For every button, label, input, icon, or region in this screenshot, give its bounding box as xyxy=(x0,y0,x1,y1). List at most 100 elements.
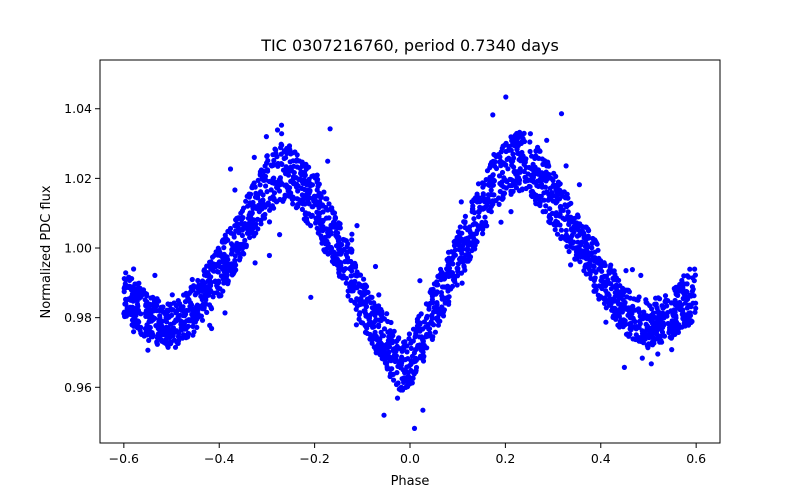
data-point xyxy=(682,323,688,329)
data-point xyxy=(135,318,141,324)
data-point xyxy=(522,159,528,165)
data-point xyxy=(664,313,670,319)
data-point xyxy=(454,265,460,271)
data-point xyxy=(226,228,232,234)
data-point xyxy=(393,381,400,388)
data-point xyxy=(617,319,624,325)
data-point xyxy=(221,251,227,257)
data-point xyxy=(380,342,386,348)
data-point xyxy=(278,122,285,128)
data-point xyxy=(462,213,468,219)
data-point xyxy=(532,155,538,161)
data-point xyxy=(129,322,135,328)
x-tick-label: 0.0 xyxy=(400,451,420,466)
data-point xyxy=(563,163,569,169)
data-point xyxy=(171,320,177,326)
data-point xyxy=(679,311,685,317)
data-point xyxy=(664,303,670,309)
data-point xyxy=(674,321,680,327)
data-point xyxy=(450,261,456,267)
data-point xyxy=(148,316,154,322)
data-point xyxy=(377,350,383,356)
data-point xyxy=(628,320,634,326)
data-point xyxy=(465,257,471,263)
data-point xyxy=(669,347,675,353)
data-point xyxy=(426,306,432,312)
data-point xyxy=(344,255,351,261)
y-axis-ticks: 0.96 0.98 1.00 1.02 1.04 xyxy=(64,101,100,395)
data-point xyxy=(127,277,133,283)
data-point xyxy=(518,150,524,156)
data-point xyxy=(498,219,504,225)
data-point xyxy=(690,275,696,281)
data-point xyxy=(207,259,213,265)
data-point xyxy=(317,199,323,205)
data-point xyxy=(240,215,246,221)
data-point xyxy=(592,283,598,289)
data-point xyxy=(134,286,140,292)
data-point xyxy=(275,163,281,169)
data-point xyxy=(644,313,650,319)
data-point xyxy=(411,425,418,431)
data-point xyxy=(557,211,563,217)
data-point xyxy=(369,340,375,346)
chart-title: TIC 0307216760, period 0.7340 days xyxy=(260,36,559,55)
data-point xyxy=(145,347,151,353)
data-point xyxy=(154,323,160,329)
data-point xyxy=(320,217,326,223)
data-point xyxy=(381,412,387,418)
data-point xyxy=(357,301,363,308)
data-point xyxy=(476,214,482,220)
data-point xyxy=(160,304,166,310)
data-point xyxy=(258,189,264,195)
data-point xyxy=(122,301,128,307)
data-point xyxy=(646,341,652,347)
data-point xyxy=(620,292,626,298)
data-point xyxy=(544,137,550,143)
data-point xyxy=(545,175,551,182)
data-point xyxy=(369,310,375,316)
data-point xyxy=(372,263,379,270)
data-point xyxy=(455,261,461,267)
data-point xyxy=(535,167,542,173)
data-point xyxy=(373,317,379,324)
y-tick-label: 1.04 xyxy=(64,101,92,116)
data-point xyxy=(480,191,486,197)
data-point xyxy=(262,203,268,209)
data-point xyxy=(417,278,423,284)
data-point xyxy=(385,318,391,325)
data-point xyxy=(311,193,317,199)
data-point xyxy=(404,364,410,370)
data-point xyxy=(195,311,201,317)
data-point xyxy=(638,272,644,278)
data-point xyxy=(566,248,572,255)
data-point xyxy=(569,217,575,223)
data-point xyxy=(176,333,182,340)
data-point xyxy=(190,323,196,329)
x-tick-label: 0.6 xyxy=(686,451,706,466)
data-point xyxy=(342,266,348,272)
data-point xyxy=(620,285,626,291)
data-point xyxy=(215,285,221,291)
data-point xyxy=(525,171,531,177)
data-point xyxy=(222,232,228,238)
data-point xyxy=(501,161,507,167)
data-point xyxy=(243,242,249,248)
data-point xyxy=(257,171,263,177)
data-point xyxy=(332,214,338,220)
data-point xyxy=(274,184,280,190)
data-point xyxy=(326,201,332,207)
data-point xyxy=(499,169,506,176)
data-point xyxy=(490,112,496,118)
data-point xyxy=(553,173,559,179)
data-point xyxy=(689,288,696,294)
data-point xyxy=(620,306,626,312)
data-point xyxy=(279,131,285,137)
data-point xyxy=(438,290,444,296)
data-point xyxy=(623,268,629,274)
data-point xyxy=(345,293,351,299)
data-point xyxy=(250,205,256,212)
data-point xyxy=(673,315,679,321)
data-point xyxy=(577,249,583,255)
data-point xyxy=(662,299,668,305)
